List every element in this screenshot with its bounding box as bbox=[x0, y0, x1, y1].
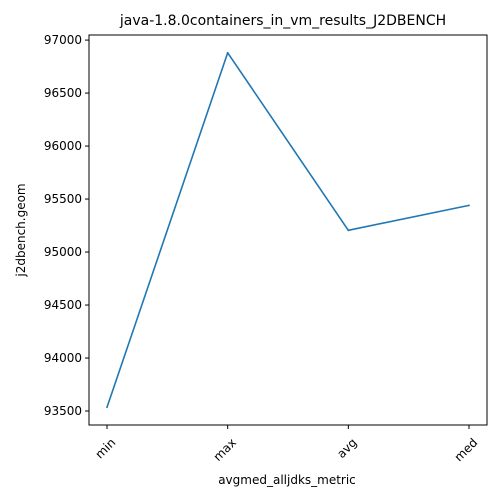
plot-frame bbox=[88, 34, 488, 426]
y-axis-label: j2dbench.geom bbox=[14, 183, 28, 277]
x-axis-label: avgmed_alljdks_metric bbox=[218, 473, 356, 487]
data-point-min bbox=[106, 406, 108, 409]
data-point-med bbox=[468, 204, 470, 207]
data-point-avg bbox=[347, 229, 350, 232]
y-tick-label: 93500 bbox=[44, 404, 82, 418]
series-line bbox=[106, 51, 470, 408]
plot-area bbox=[106, 51, 470, 409]
data-point-max bbox=[226, 51, 229, 54]
chart-title: java-1.8.0containers_in_vm_results_J2DBE… bbox=[119, 13, 446, 29]
y-tick-label: 96500 bbox=[44, 86, 82, 100]
y-tick-label: 94500 bbox=[44, 298, 82, 312]
y-tick-label: 95000 bbox=[44, 245, 82, 259]
y-tick-label: 94000 bbox=[44, 351, 82, 365]
y-tick-label: 95500 bbox=[44, 192, 82, 206]
y-axis: 93500 94000 94500 95000 95500 96000 96500 97000 bbox=[44, 33, 89, 418]
y-tick-label: 96000 bbox=[44, 139, 82, 153]
y-tick-label: 97000 bbox=[44, 33, 82, 47]
